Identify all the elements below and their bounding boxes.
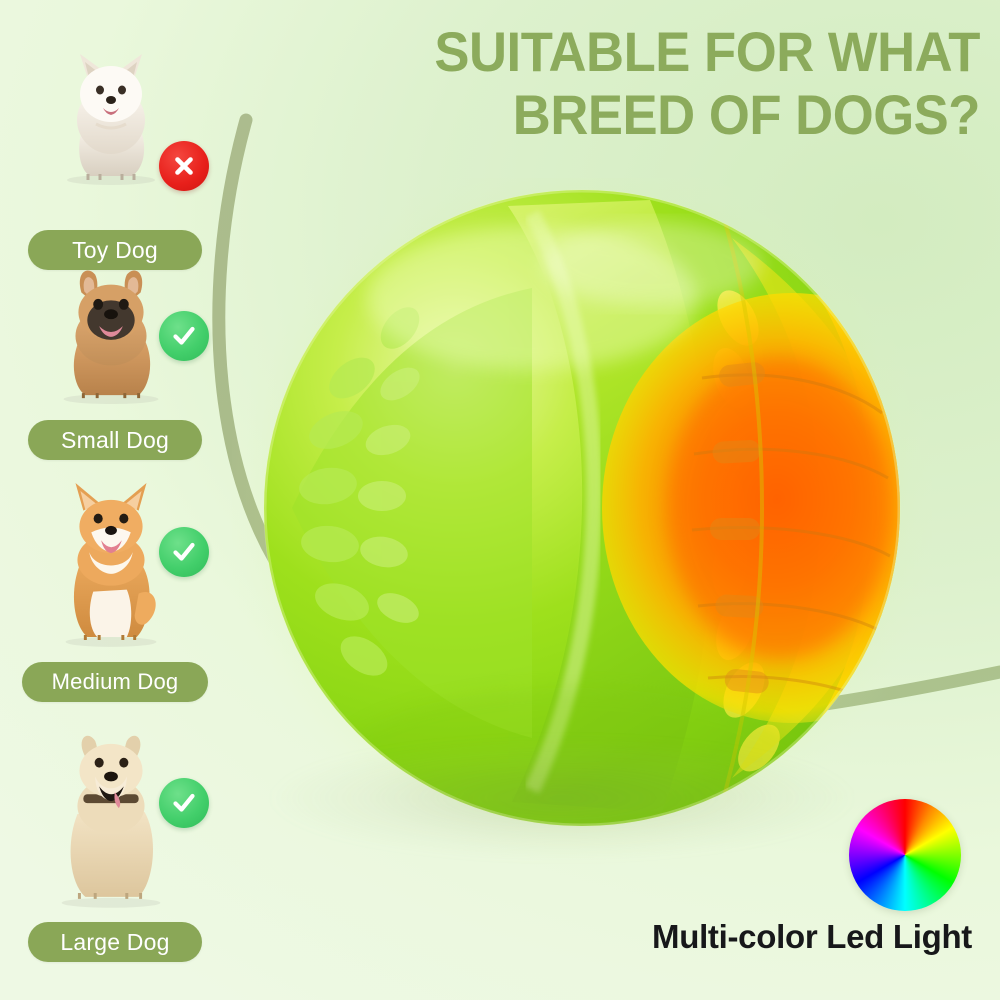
- dog-photo-toy-dog: [36, 38, 186, 186]
- led-feature-caption: Multi-color Led Light: [652, 918, 972, 955]
- breed-label-text: Medium Dog: [51, 669, 179, 694]
- breed-label-toy-dog[interactable]: Toy Dog: [28, 230, 202, 270]
- color-wheel-icon: [849, 799, 961, 911]
- check-icon: [159, 778, 209, 828]
- product-shadow: [272, 738, 852, 858]
- breed-label-large-dog[interactable]: Large Dog: [28, 922, 202, 962]
- dog-photo-large-dog: [36, 718, 186, 910]
- breed-label-text: Small Dog: [61, 426, 169, 453]
- dog-photo-small-dog: [36, 256, 186, 406]
- page-title: SUITABLE FOR WHAT BREED OF DOGS?: [341, 20, 980, 147]
- check-icon: [159, 311, 209, 361]
- breed-label-medium-dog[interactable]: Medium Dog: [22, 662, 208, 702]
- breed-label-text: Large Dog: [60, 928, 170, 955]
- check-icon: [159, 527, 209, 577]
- breed-card-toy-dog[interactable]: Toy Dog: [0, 38, 232, 270]
- breed-label-small-dog[interactable]: Small Dog: [28, 420, 202, 460]
- cross-icon: [159, 141, 209, 191]
- title-line-2: BREED OF DOGS?: [512, 83, 981, 147]
- breed-card-medium-dog[interactable]: Medium Dog: [0, 474, 232, 704]
- breed-card-large-dog[interactable]: Large Dog: [0, 718, 232, 962]
- product-image: [222, 148, 942, 878]
- title-line-1: SUITABLE FOR WHAT: [434, 20, 980, 83]
- breed-card-small-dog[interactable]: Small Dog: [0, 256, 232, 464]
- breed-label-text: Toy Dog: [72, 236, 158, 263]
- dog-photo-medium-dog: [36, 474, 186, 649]
